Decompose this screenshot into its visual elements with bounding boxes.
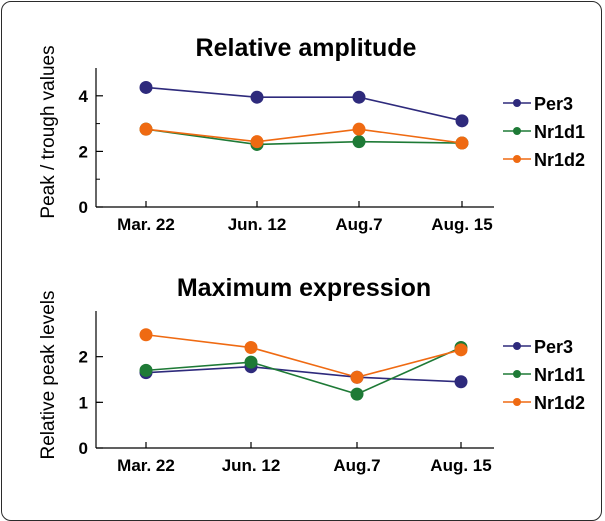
legend-label-per3: Per3 bbox=[534, 337, 573, 357]
x-tick-label: Aug.7 bbox=[333, 456, 380, 475]
x-tick-label: Aug. 15 bbox=[430, 456, 491, 475]
data-point-nr1d1 bbox=[350, 387, 364, 401]
maximum-expression-chart: Maximum expression Relative peak levels … bbox=[38, 274, 585, 475]
data-point-nr1d1 bbox=[352, 135, 366, 149]
legend-marker-nr1d1 bbox=[513, 127, 521, 135]
data-point-per3 bbox=[454, 375, 468, 389]
x-tick-label: Jun. 12 bbox=[222, 456, 281, 475]
data-point-per3 bbox=[250, 90, 264, 104]
legend-label-nr1d2: Nr1d2 bbox=[534, 393, 585, 413]
y-tick-label: 4 bbox=[79, 87, 89, 106]
legend-marker-nr1d2 bbox=[513, 155, 521, 163]
data-point-nr1d2 bbox=[139, 328, 153, 342]
x-tick-label: Mar. 22 bbox=[117, 215, 175, 234]
legend-label-nr1d1: Nr1d1 bbox=[534, 122, 585, 142]
legend-marker-nr1d1 bbox=[513, 370, 521, 378]
legend-label-per3: Per3 bbox=[534, 94, 573, 114]
y-tick-label: 0 bbox=[79, 198, 88, 217]
legend-label-nr1d2: Nr1d2 bbox=[534, 150, 585, 170]
x-tick-label: Mar. 22 bbox=[117, 456, 175, 475]
y-tick-label: 2 bbox=[79, 348, 88, 367]
legend-marker-per3 bbox=[513, 99, 521, 107]
legend: Per3 Nr1d1 Nr1d2 bbox=[503, 94, 585, 170]
x-tick-label: Aug. 15 bbox=[431, 215, 492, 234]
data-point-nr1d2 bbox=[139, 122, 153, 136]
chart-title: Relative amplitude bbox=[196, 34, 417, 62]
series-line-per3 bbox=[145, 365, 462, 383]
data-point-nr1d2 bbox=[244, 341, 258, 355]
x-ticks: Mar. 22 Jun. 12 Aug.7 Aug. 15 bbox=[117, 442, 492, 475]
x-tick-label: Aug.7 bbox=[335, 215, 382, 234]
legend-marker-per3 bbox=[513, 342, 521, 350]
data-point-nr1d2 bbox=[350, 370, 364, 384]
series-line-per3 bbox=[145, 86, 463, 122]
data-point-per3 bbox=[352, 90, 366, 104]
relative-amplitude-chart: Relative amplitude Peak / trough values … bbox=[38, 34, 585, 234]
y-tick-label: 0 bbox=[79, 439, 88, 458]
series-line-nr1d2 bbox=[145, 128, 463, 144]
chart-title: Maximum expression bbox=[177, 274, 431, 302]
x-ticks: Mar. 22 Jun. 12 Aug.7 Aug. 15 bbox=[117, 201, 493, 234]
data-point-nr1d2 bbox=[455, 136, 469, 150]
series-line-nr1d1 bbox=[145, 128, 463, 146]
data-point-nr1d2 bbox=[250, 135, 264, 149]
series-line-nr1d2 bbox=[145, 333, 462, 379]
legend-marker-nr1d2 bbox=[513, 398, 521, 406]
data-point-nr1d1 bbox=[244, 355, 258, 369]
data-point-per3 bbox=[455, 114, 469, 128]
x-tick-label: Jun. 12 bbox=[228, 215, 287, 234]
series-layer bbox=[139, 328, 468, 401]
series-line-nr1d1 bbox=[145, 346, 462, 395]
data-point-per3 bbox=[139, 80, 153, 94]
data-point-nr1d1 bbox=[139, 363, 153, 377]
data-point-nr1d2 bbox=[454, 343, 468, 357]
y-tick-label: 1 bbox=[79, 393, 88, 412]
legend-label-nr1d1: Nr1d1 bbox=[534, 365, 585, 385]
y-ticks: 0 2 4 bbox=[79, 87, 103, 217]
y-tick-label: 2 bbox=[79, 142, 88, 161]
y-ticks: 0 1 2 bbox=[79, 348, 103, 458]
y-axis-label: Relative peak levels bbox=[38, 291, 59, 460]
series-layer bbox=[139, 80, 469, 151]
legend: Per3 Nr1d1 Nr1d2 bbox=[503, 337, 585, 413]
data-point-nr1d2 bbox=[352, 122, 366, 136]
y-axis-label: Peak / trough values bbox=[38, 45, 59, 218]
line-chart-figure: Relative amplitude Peak / trough values … bbox=[38, 34, 585, 475]
